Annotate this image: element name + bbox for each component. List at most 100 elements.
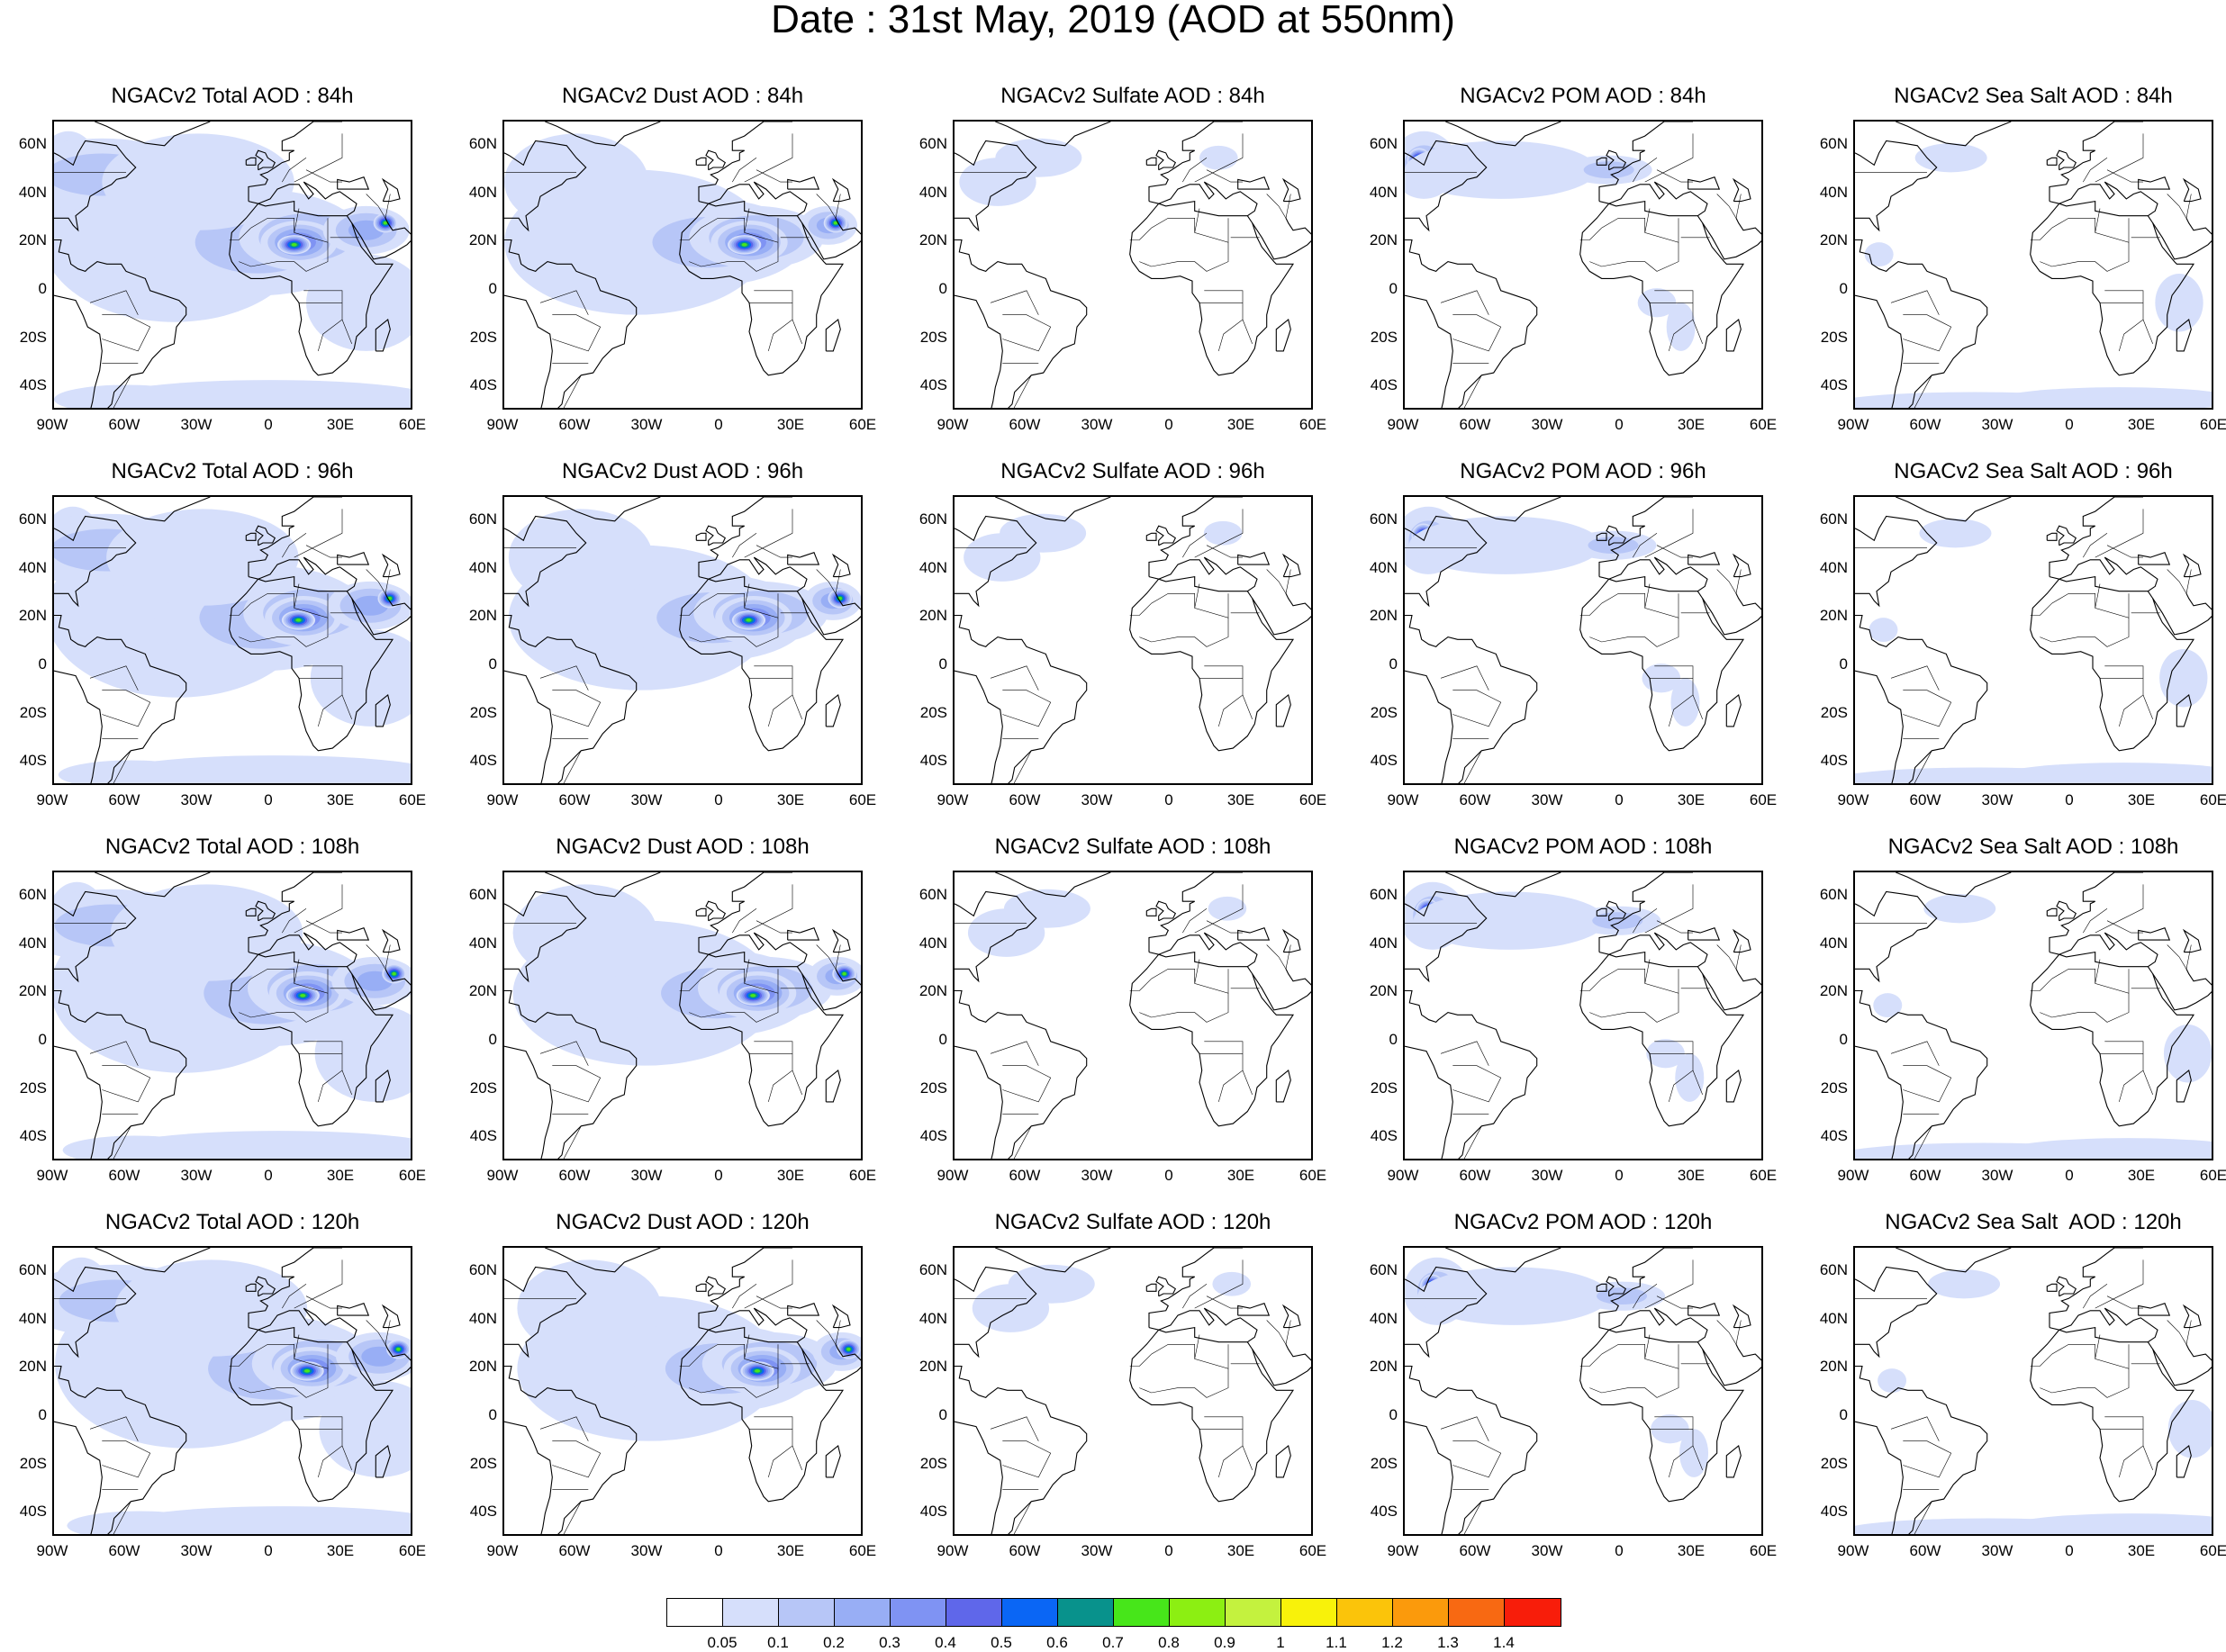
coastline xyxy=(504,670,553,783)
aod-map xyxy=(504,1248,861,1534)
country-border xyxy=(1579,593,1679,647)
x-tick-label: 30E xyxy=(1677,791,1706,808)
x-tick-label: 90W xyxy=(937,1542,969,1559)
coastline xyxy=(1896,872,2012,898)
x-tick-label: 30E xyxy=(1226,1167,1255,1184)
x-tick-label: 30E xyxy=(2127,1167,2156,1184)
aod-contour xyxy=(1408,516,1602,574)
colorbar-swatch xyxy=(1114,1599,1170,1626)
country-border xyxy=(792,694,802,720)
coastline xyxy=(54,670,103,783)
country-border xyxy=(1633,158,1658,183)
coastline xyxy=(955,1421,1003,1534)
country-border xyxy=(1242,694,1253,720)
coastline xyxy=(1702,218,1761,260)
coastline xyxy=(995,872,1111,898)
coastline xyxy=(1405,294,1453,408)
coastline xyxy=(679,203,845,376)
coastline xyxy=(955,614,1027,648)
y-tick-label: 60N xyxy=(1819,134,1848,152)
x-tick-label: 60W xyxy=(558,791,591,808)
x-tick-label: 60E xyxy=(848,1542,877,1559)
country-border xyxy=(552,1440,602,1478)
map-frame xyxy=(502,1246,863,1536)
coastline xyxy=(1732,177,1751,203)
coastline xyxy=(1855,1045,1904,1159)
y-tick-label: 40N xyxy=(1819,1309,1848,1327)
y-tick-label: 40N xyxy=(918,934,947,952)
country-border xyxy=(305,545,342,558)
aod-contour xyxy=(1869,618,1898,642)
country-border xyxy=(341,319,352,345)
aod-contour xyxy=(1666,302,1696,351)
coastline xyxy=(1855,140,1938,232)
aod-map xyxy=(1405,872,1761,1159)
aod-contour xyxy=(754,1369,761,1373)
aod-contour xyxy=(2167,1400,2212,1458)
aod-contour xyxy=(1003,889,1090,928)
country-border xyxy=(744,509,793,558)
country-border xyxy=(2083,158,2108,183)
country-border xyxy=(2095,959,2101,984)
y-tick-label: 40S xyxy=(1820,1503,1848,1521)
panel-title: NGACv2 Sea Salt AOD : 108h xyxy=(1887,835,2179,859)
coastline xyxy=(995,122,1111,147)
country-border xyxy=(1002,314,1052,352)
map-frame xyxy=(1403,871,1763,1160)
y-tick-label: 20N xyxy=(468,231,497,249)
x-tick-label: 90W xyxy=(486,416,519,433)
colorbar-label: 0.5 xyxy=(991,1634,1012,1651)
x-tick-label: 60W xyxy=(108,416,140,433)
x-tick-label: 30W xyxy=(180,791,213,808)
y-tick-label: 20S xyxy=(19,328,47,346)
country-border xyxy=(2167,194,2192,220)
country-border xyxy=(1463,750,1482,783)
x-tick-label: 0 xyxy=(1615,416,1624,433)
x-tick-label: 60W xyxy=(558,1167,591,1184)
x-tick-label: 0 xyxy=(2065,416,2074,433)
x-tick-label: 0 xyxy=(2065,1542,2074,1559)
aod-contour xyxy=(1008,1264,1095,1304)
coastline xyxy=(54,989,127,1024)
coastline xyxy=(1598,1307,1708,1343)
country-border xyxy=(1194,208,1200,233)
aod-contour xyxy=(300,994,306,998)
country-border xyxy=(113,1125,131,1159)
y-tick-label: 40S xyxy=(919,1127,947,1145)
country-border xyxy=(2104,290,2144,351)
map-frame xyxy=(52,495,412,785)
coastline xyxy=(695,532,707,541)
panel-title: NGACv2 Sulfate AOD : 108h xyxy=(994,835,1271,859)
country-border xyxy=(1266,944,1291,970)
coastline xyxy=(54,1045,103,1159)
aod-contour xyxy=(504,133,648,230)
coastline xyxy=(1458,1021,1538,1159)
country-border xyxy=(1452,1440,1502,1478)
coastline xyxy=(54,294,103,408)
coastline xyxy=(107,1021,187,1159)
country-border xyxy=(732,1284,757,1309)
map-frame xyxy=(1403,120,1763,410)
x-tick-label: 60W xyxy=(1459,791,1491,808)
country-border xyxy=(990,665,1039,691)
y-tick-label: 60N xyxy=(918,134,947,152)
coastline xyxy=(2176,694,2192,727)
country-border xyxy=(756,545,792,558)
colorbar-label: 0.3 xyxy=(879,1634,900,1651)
coastline xyxy=(1405,515,1488,608)
country-border xyxy=(1204,1416,1244,1477)
x-tick-label: 90W xyxy=(937,791,969,808)
country-border xyxy=(1903,1440,1952,1478)
coastline xyxy=(801,218,861,260)
coastline xyxy=(705,149,727,171)
x-tick-label: 90W xyxy=(1387,1542,1419,1559)
coastline xyxy=(2182,177,2202,203)
x-tick-label: 30W xyxy=(1981,1167,2013,1184)
coastline xyxy=(2182,928,2202,953)
y-tick-label: 0 xyxy=(38,1405,47,1423)
coastline xyxy=(679,578,845,752)
country-border xyxy=(1266,569,1291,595)
coastline xyxy=(1908,270,1988,408)
coastline xyxy=(1606,900,1627,922)
country-border xyxy=(294,1334,300,1359)
